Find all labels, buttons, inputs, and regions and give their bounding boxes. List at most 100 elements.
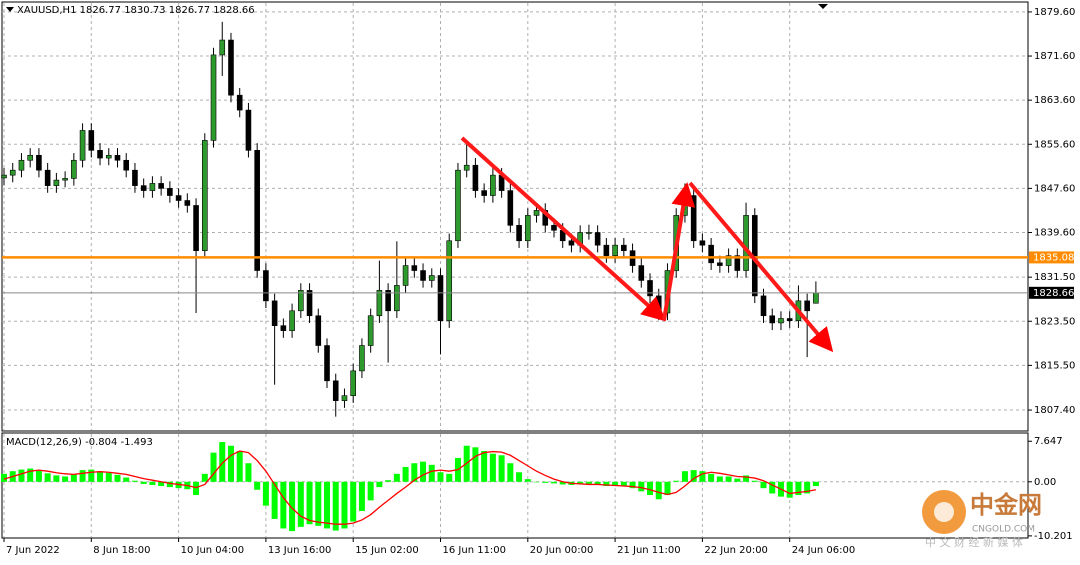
trend-arrows [460, 136, 834, 353]
candle-body [490, 174, 496, 196]
candle-body [184, 200, 191, 206]
candle-body [394, 285, 400, 312]
macd-bar [350, 481, 357, 522]
candle-body [551, 225, 557, 231]
macd-bar [507, 463, 514, 482]
macd-bar [612, 481, 619, 487]
candle-body [332, 380, 339, 401]
macd-bar [428, 464, 435, 482]
candle-body [44, 169, 51, 186]
macd-bar [131, 480, 138, 482]
shift-marker [818, 4, 828, 9]
candle-body [324, 345, 330, 382]
candle-body [9, 169, 16, 176]
macd-bar [437, 472, 444, 482]
candle-body [376, 290, 383, 317]
macd-bar [542, 481, 549, 483]
bid-label: 1828.66 [1033, 288, 1074, 299]
candle-body [359, 345, 365, 372]
macd-bar [324, 481, 331, 529]
candle-body [647, 280, 653, 297]
candle-body [175, 195, 182, 201]
macd-bar [332, 481, 339, 531]
y-tick-label: 1807.40 [1034, 405, 1075, 416]
macd-bar [271, 481, 278, 519]
y-tick-label: 1855.60 [1034, 139, 1075, 150]
macd-bar [498, 455, 505, 482]
candle-body [219, 39, 226, 56]
candle-body [507, 190, 514, 226]
candle-body [53, 179, 60, 186]
last-close: 1828.66 [213, 5, 254, 16]
candle-body [298, 290, 304, 312]
y-tick-label: 1871.60 [1034, 51, 1075, 62]
macd-bar [716, 476, 723, 482]
candle-body [193, 205, 199, 251]
macd-bar [638, 481, 645, 492]
macd-bar [88, 469, 95, 482]
signal-line [3, 450, 817, 525]
candle-body [350, 370, 357, 397]
candle-body [428, 275, 435, 281]
candle-body [804, 300, 810, 312]
candle-body [437, 275, 444, 322]
symbol-header: XAUUSD,H1 1826.77 1830.73 1826.77 1828.6… [17, 5, 255, 16]
level-label: 1835.08 [1033, 252, 1074, 263]
candle-body [786, 318, 793, 322]
macd-bar [376, 481, 383, 488]
watermark-slogan: 中 文 财 经 新 媒 体 [925, 535, 1023, 549]
candle-body [481, 190, 487, 196]
watermark-domain: CNGOLD.COM [972, 525, 1035, 535]
candle-body [603, 244, 610, 256]
signal-last: -1.493 [121, 437, 153, 448]
candle-body [385, 290, 391, 312]
macd-bar [629, 481, 636, 489]
candle-body [778, 318, 784, 324]
watermark: 中金网 CNGOLD.COM 中 文 财 经 新 媒 体 [922, 490, 1042, 549]
candle-body [210, 54, 217, 141]
x-tick-label: 22 Jun 20:00 [704, 545, 768, 556]
y-tick-label: 1847.60 [1034, 183, 1075, 194]
macd-bar [262, 481, 269, 506]
macd-bar [166, 481, 173, 488]
macd-bar [524, 479, 531, 482]
macd-bar [620, 481, 627, 487]
candle-body [621, 244, 627, 251]
candle-body [79, 130, 86, 161]
candle-body [769, 315, 776, 324]
menu-icon [6, 7, 14, 12]
macd-bar [385, 480, 392, 482]
macd-title: MACD(12,26,9) [6, 437, 82, 448]
macd-bar [227, 445, 234, 482]
candle-body [760, 295, 767, 317]
y-tick-label: 1839.60 [1034, 227, 1075, 238]
macd-bar [297, 481, 304, 527]
macd-frame [1, 432, 1029, 539]
macd-bar [27, 468, 34, 482]
candle-body [411, 265, 418, 271]
y-tick-label: 1863.60 [1034, 95, 1075, 106]
candle-body [612, 244, 618, 256]
macd-bar [559, 481, 566, 485]
x-tick-label: 10 Jun 04:00 [181, 545, 245, 556]
macd-bar [140, 481, 147, 484]
symbol: XAUUSD,H1 [17, 5, 76, 16]
candle-body [306, 290, 313, 317]
candle-body [271, 300, 278, 326]
candle-body [743, 215, 749, 271]
macd-bar [472, 447, 479, 482]
macd-bar [306, 481, 313, 525]
y-tick-label: 1815.50 [1034, 360, 1075, 371]
candle-body [315, 315, 322, 346]
trend-arrow [460, 136, 666, 322]
bid-tag [1029, 286, 1074, 299]
candle-body [463, 164, 470, 171]
candle-body [18, 159, 25, 171]
macd-bar [603, 481, 610, 487]
x-tick-label: 8 Jun 18:00 [93, 545, 150, 556]
macd-bar [769, 481, 776, 494]
candle-body [402, 265, 409, 286]
candle-body [341, 395, 348, 401]
macd-bar [44, 473, 51, 482]
candle-body [708, 244, 714, 264]
